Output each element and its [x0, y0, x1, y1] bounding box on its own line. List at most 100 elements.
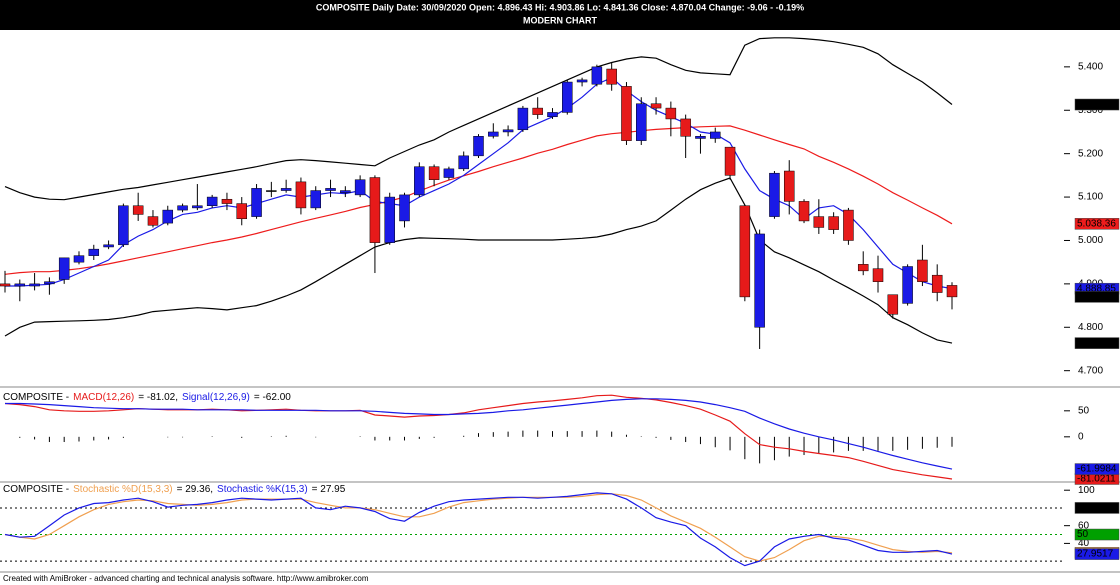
candle-body — [29, 283, 40, 287]
value-box-label: 80 — [1077, 503, 1089, 514]
legend-title: COMPOSITE - — [3, 392, 69, 403]
candle-body — [636, 103, 647, 141]
candle-body — [813, 216, 825, 228]
series-line — [4, 125, 953, 275]
candle-body — [310, 190, 321, 209]
value-box-label: 4.870.04 — [1077, 292, 1116, 303]
candle-body — [695, 136, 706, 139]
candle-body — [887, 294, 899, 315]
candle-body — [502, 129, 514, 133]
candle-body — [206, 196, 218, 206]
candle-body — [340, 190, 351, 193]
value-box-label: 4.888.85 — [1077, 283, 1116, 294]
value-box — [1074, 98, 1120, 111]
value-box-label: 4.763.52 — [1077, 338, 1116, 349]
candle-body — [443, 168, 455, 178]
candle-body — [488, 131, 499, 137]
value-box — [1074, 502, 1120, 514]
value-box — [1074, 548, 1120, 560]
candle-body — [665, 107, 677, 120]
candle-body — [192, 205, 203, 209]
candle-body — [221, 198, 233, 204]
candle-body — [414, 166, 425, 196]
candle-body — [0, 283, 11, 287]
candle-body — [872, 268, 884, 282]
series-line — [4, 37, 953, 201]
candle-body — [147, 216, 159, 226]
legend-value: = 29.36, — [177, 484, 213, 495]
y-tick-label: 0 — [1078, 431, 1084, 442]
legend-name: Signal(12,26,9) — [182, 392, 250, 403]
series-line — [4, 493, 953, 562]
candle-body — [769, 172, 780, 217]
candle-body — [547, 112, 558, 118]
candle-body — [576, 79, 588, 83]
value-box-label: 5.313.18 — [1077, 99, 1116, 110]
candle-body — [458, 155, 469, 170]
y-tick-label: 100 — [1078, 485, 1095, 496]
candle-body — [931, 274, 943, 293]
series-line — [5, 398, 953, 470]
candle-body — [58, 257, 70, 280]
chart-subtitle: MODERN CHART — [523, 15, 597, 25]
candle-body — [162, 209, 174, 224]
candle-body — [606, 68, 617, 85]
candle-body — [132, 205, 144, 215]
candle-body — [325, 188, 336, 191]
candle-body — [177, 205, 188, 211]
candle-body — [88, 248, 100, 256]
value-box-label: 27.9517 — [1077, 549, 1114, 560]
legend-name: MACD(12,26) — [73, 392, 134, 403]
candle-body — [621, 86, 632, 141]
value-box — [1074, 337, 1120, 349]
value-box-label: 50 — [1077, 529, 1089, 540]
value-box — [1074, 218, 1120, 230]
y-tick-label: 60 — [1078, 520, 1090, 531]
candle-body — [798, 201, 810, 222]
candle-body — [369, 177, 381, 243]
candle-body — [517, 107, 529, 131]
value-box-label: -61.9984 — [1077, 464, 1117, 475]
candle-body — [946, 285, 958, 298]
candle-body — [354, 179, 366, 196]
candle-body — [473, 136, 484, 157]
candle-body — [280, 188, 292, 191]
legend-value: = -81.02, — [138, 392, 178, 403]
candle-body — [532, 107, 543, 115]
chart-title: COMPOSITE Daily Date: 30/09/2020 Open: 4… — [316, 2, 804, 12]
y-tick-label: 5.300 — [1078, 105, 1103, 116]
candle-body — [14, 283, 26, 287]
legend-value: = 27.95 — [312, 484, 346, 495]
candle-body — [710, 131, 721, 139]
header-bar — [0, 0, 1120, 30]
y-tick-label: 40 — [1078, 538, 1090, 549]
y-tick-label: 5.000 — [1078, 235, 1103, 246]
candle-body — [44, 281, 55, 285]
series-line — [5, 76, 953, 290]
legend: COMPOSITE - MACD(12,26) = -81.02, Signal(12… — [3, 392, 291, 403]
value-box — [1074, 291, 1120, 303]
y-tick-label: 4.800 — [1078, 322, 1103, 333]
value-box — [1074, 463, 1120, 475]
candle-body — [251, 188, 262, 217]
candle-body — [103, 244, 114, 248]
legend-name: Stochastic %D(15,3,3) — [73, 484, 173, 495]
candle-body — [724, 146, 736, 176]
candle-body — [739, 205, 751, 298]
candle-body — [562, 81, 573, 113]
y-tick-label: 4.700 — [1078, 365, 1103, 376]
candle-body — [428, 166, 440, 180]
candle-body — [266, 190, 277, 192]
legend-title: COMPOSITE - — [3, 484, 69, 495]
candle-body — [118, 205, 129, 246]
series-line — [4, 394, 953, 480]
candle-body — [399, 194, 410, 222]
value-box-label: 5.038.36 — [1077, 218, 1116, 229]
candle-body — [236, 203, 247, 220]
candle-body — [828, 216, 839, 230]
y-tick-label: 5.400 — [1078, 61, 1103, 72]
y-tick-label: 5.100 — [1078, 192, 1103, 203]
candle-body — [73, 255, 85, 263]
y-tick-label: 50 — [1078, 405, 1090, 416]
